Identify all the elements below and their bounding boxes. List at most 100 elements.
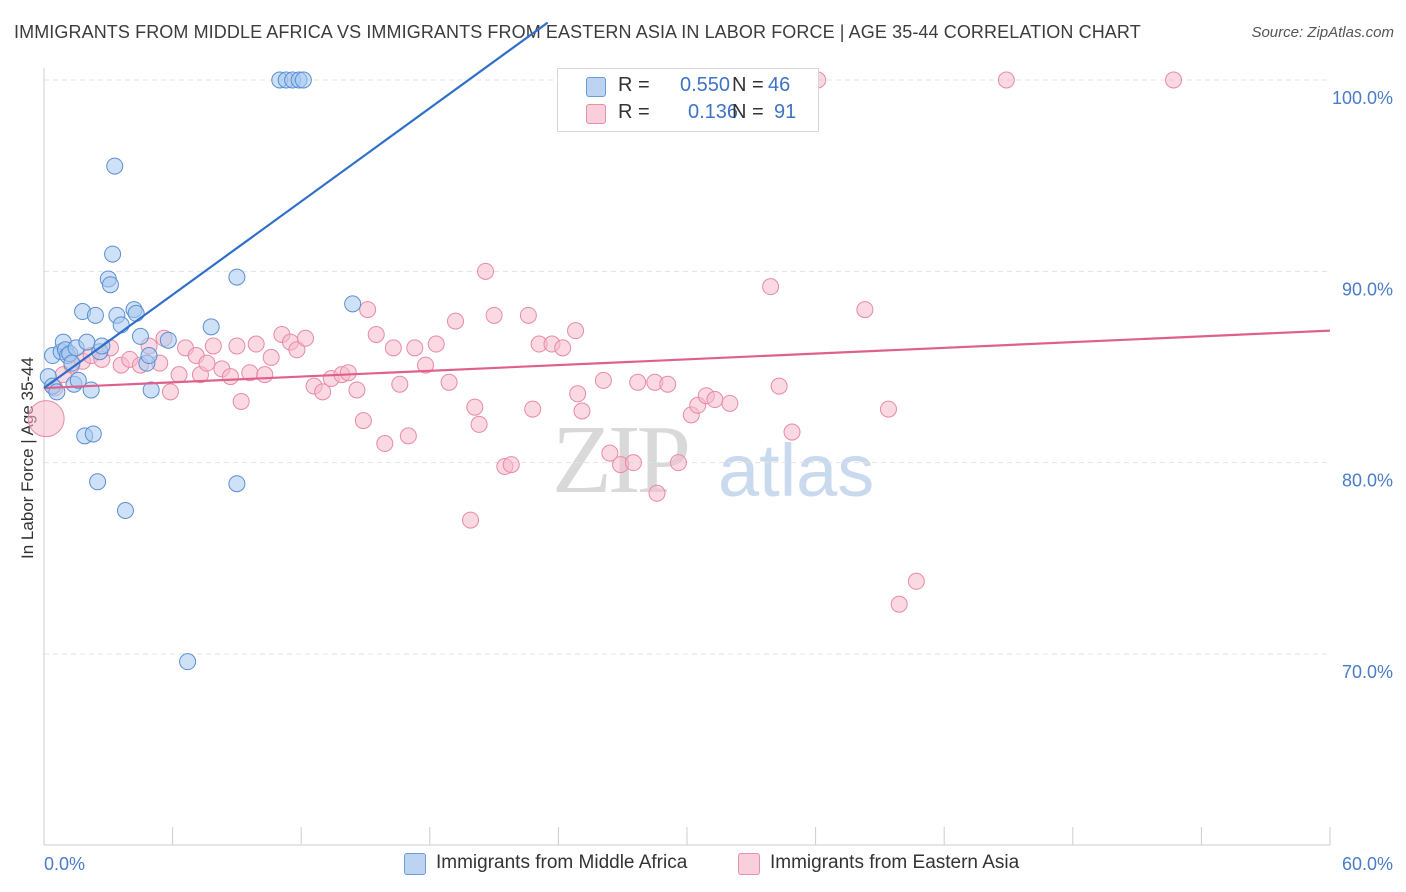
eastern-asia-point <box>348 381 366 399</box>
middle-africa-point <box>89 473 107 491</box>
eastern-asia-point <box>359 301 377 319</box>
eastern-asia-point <box>721 394 739 412</box>
middle-africa-point <box>86 306 104 324</box>
eastern-asia-point <box>907 572 925 590</box>
eastern-asia-point <box>262 348 280 366</box>
legend-swatch-pink <box>586 104 606 124</box>
chart-title: IMMIGRANTS FROM MIDDLE AFRICA VS IMMIGRA… <box>14 22 1141 42</box>
middle-africa-point <box>179 653 197 671</box>
middle-africa-point <box>106 157 124 175</box>
eastern-asia-point <box>706 391 724 409</box>
eastern-asia-point <box>339 364 357 382</box>
eastern-asia-point <box>569 385 587 403</box>
legend-r-value: 0.550 <box>680 74 731 96</box>
legend-r-value: 0.136 <box>688 101 739 123</box>
legend-n-value: 46 <box>768 74 791 96</box>
eastern-asia-point <box>485 306 503 324</box>
source-credit: Source: ZipAtlas.com <box>1251 24 1394 41</box>
axes <box>43 68 1331 846</box>
eastern-asia-point <box>573 402 591 420</box>
legend-n-label: N = <box>732 74 764 96</box>
eastern-asia-point <box>594 371 612 389</box>
eastern-asia-point <box>406 339 424 357</box>
eastern-asia-point <box>367 325 385 343</box>
middle-africa-point <box>127 304 145 322</box>
eastern-asia-point <box>462 511 480 529</box>
bottom-legend-label: Immigrants from Eastern Asia <box>770 852 1020 873</box>
trend-lines <box>43 21 1331 390</box>
middle-africa-point <box>344 295 362 313</box>
eastern-asia-point <box>1165 71 1183 89</box>
eastern-asia-point <box>502 456 520 474</box>
middle-africa-point <box>228 475 246 493</box>
middle-africa-point <box>131 327 149 345</box>
eastern-asia-point <box>554 339 572 357</box>
eastern-asia-point <box>567 322 585 340</box>
eastern-asia-point <box>247 335 265 353</box>
eastern-asia-point <box>601 444 619 462</box>
middle-africa-point <box>84 425 102 443</box>
middle-africa-points <box>39 71 362 671</box>
eastern-asia-point <box>519 306 537 324</box>
middle-africa-point <box>69 371 87 389</box>
middle-africa-point <box>104 245 122 263</box>
x-tick-label: 60.0% <box>1342 854 1393 874</box>
eastern-asia-point <box>447 312 465 330</box>
bottom-legend-label: Immigrants from Middle Africa <box>436 852 688 873</box>
eastern-asia-point <box>288 341 306 359</box>
eastern-asia-point <box>440 373 458 391</box>
middle-africa-point <box>159 331 177 349</box>
eastern-asia-point <box>198 354 216 372</box>
middle-africa-trend-line <box>43 21 549 389</box>
middle-africa-point <box>116 502 134 519</box>
eastern-asia-point <box>477 262 495 280</box>
legend-r-label: R = <box>618 101 650 123</box>
eastern-asia-point <box>648 484 666 502</box>
gridlines <box>44 79 1330 655</box>
eastern-asia-point <box>770 377 788 395</box>
eastern-asia-point <box>391 375 409 393</box>
eastern-asia-point <box>659 375 677 393</box>
middle-africa-point <box>101 276 119 294</box>
middle-africa-point <box>228 268 246 286</box>
eastern-asia-point <box>161 383 179 401</box>
eastern-asia-point <box>997 71 1015 89</box>
correlation-legend: R = 0.550 N = 46 R = 0.136 N = 91 <box>557 68 819 132</box>
eastern-asia-point <box>354 412 372 430</box>
watermark-atlas: atlas <box>718 429 875 512</box>
y-tick-label: 100.0% <box>1332 88 1393 108</box>
eastern-asia-point <box>470 415 488 433</box>
eastern-asia-point <box>256 366 274 384</box>
middle-africa-point <box>140 347 158 365</box>
eastern-asia-point <box>314 383 332 401</box>
eastern-asia-point <box>399 427 417 445</box>
legend-swatch-blue <box>586 77 606 97</box>
legend-n-value: 91 <box>774 101 797 123</box>
eastern-asia-point <box>783 423 801 441</box>
eastern-asia-point <box>228 337 246 355</box>
eastern-asia-point <box>624 454 642 472</box>
middle-africa-point <box>112 316 130 334</box>
eastern-asia-point <box>669 454 687 472</box>
legend-r-label: R = <box>618 74 650 96</box>
eastern-asia-point <box>629 373 647 391</box>
eastern-asia-point <box>170 366 188 384</box>
eastern-asia-point <box>524 400 542 418</box>
eastern-asia-point <box>466 398 484 416</box>
eastern-asia-point <box>204 337 222 355</box>
bottom-legend-swatch-pink <box>738 853 760 875</box>
eastern-asia-trend-line <box>43 329 1331 390</box>
eastern-asia-points <box>27 71 1183 613</box>
tick-labels: 100.0% 90.0% 80.0% 70.0% 0.0% 60.0% <box>44 88 1393 874</box>
legend-n-label: N = <box>732 101 764 123</box>
eastern-asia-point <box>232 392 250 410</box>
x-tick-label: 0.0% <box>44 854 85 874</box>
eastern-asia-point <box>376 435 394 453</box>
eastern-asia-point <box>417 356 435 374</box>
y-tick-label: 80.0% <box>1342 471 1393 491</box>
eastern-asia-point <box>762 278 780 296</box>
eastern-asia-point <box>856 301 874 319</box>
eastern-asia-point <box>221 368 239 386</box>
eastern-asia-point <box>296 329 314 347</box>
y-tick-label: 90.0% <box>1342 279 1393 299</box>
